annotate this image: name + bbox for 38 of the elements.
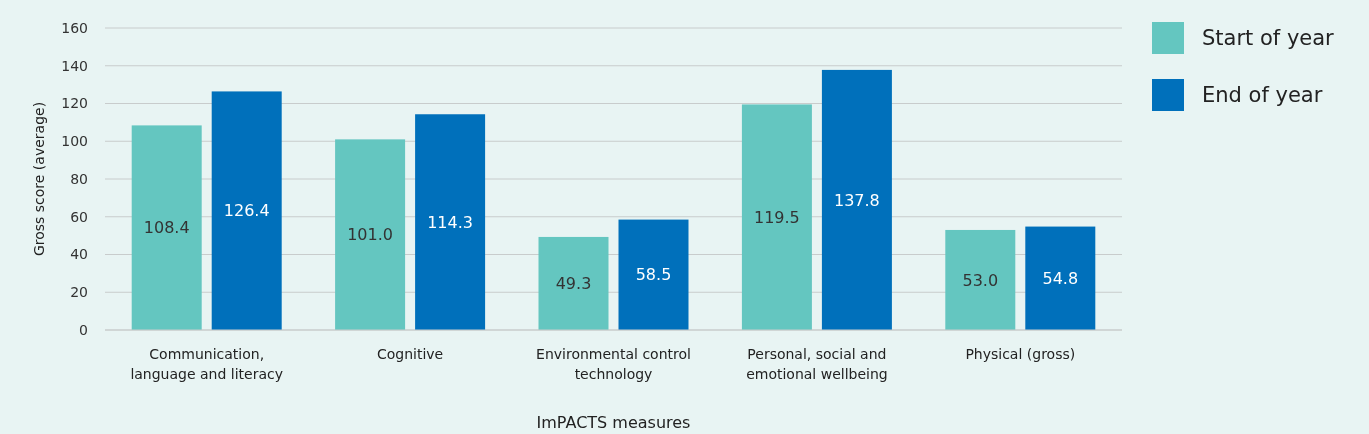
y-tick-label: 20	[70, 284, 88, 301]
legend-label: Start of year	[1202, 26, 1335, 51]
x-tick-label: Personal, social and emotional wellbeing	[746, 346, 888, 382]
y-tick-label: 60	[70, 208, 88, 225]
data-label: 53.0	[962, 270, 999, 290]
data-label: 119.5	[753, 207, 800, 227]
y-tick-label: 100	[61, 133, 88, 150]
y-tick-label: 160	[61, 19, 88, 36]
data-label: 114.3	[427, 212, 474, 232]
y-tick-label: 40	[70, 246, 88, 263]
bar	[945, 229, 1016, 330]
bar	[741, 104, 812, 330]
bar	[415, 114, 486, 330]
bar	[618, 219, 689, 330]
legend-label: End of year	[1202, 83, 1323, 108]
bar	[335, 139, 406, 330]
data-label: 126.4	[223, 201, 270, 221]
bar	[131, 125, 202, 330]
data-label: 108.4	[143, 218, 190, 238]
x-tick-label: Cognitive	[376, 346, 444, 362]
x-tick-label: Environmental control technology	[536, 346, 691, 382]
y-tick-label: 0	[79, 321, 88, 338]
y-axis-title: Gross score (average)	[31, 101, 47, 257]
x-tick-label: Physical (gross)	[965, 346, 1076, 362]
x-axis-title: ImPACTS measures	[536, 413, 691, 432]
data-label: 49.3	[555, 274, 592, 294]
x-tick-label: Communication, language and literacy	[130, 346, 284, 382]
y-tick-label: 120	[61, 95, 88, 112]
data-label: 58.5	[635, 265, 672, 285]
y-tick-label: 140	[61, 57, 88, 74]
data-label: 54.8	[1042, 268, 1079, 288]
bar	[821, 69, 892, 330]
data-label: 137.8	[833, 190, 880, 210]
bar	[538, 236, 609, 330]
bar	[1025, 226, 1096, 330]
bar	[211, 91, 282, 330]
y-tick-label: 80	[70, 170, 88, 187]
data-label: 101.0	[347, 225, 394, 245]
